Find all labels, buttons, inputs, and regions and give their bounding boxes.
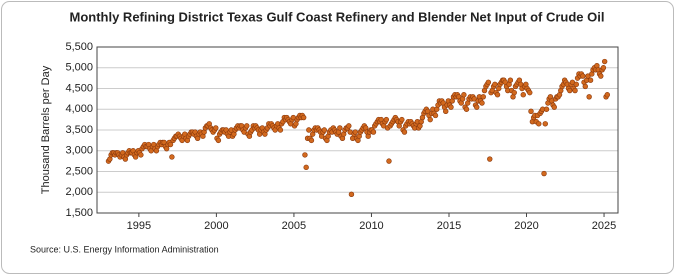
x-tick-label: 1995 bbox=[127, 220, 151, 232]
data-point bbox=[598, 73, 604, 79]
x-tick-label: 2025 bbox=[592, 220, 616, 232]
data-point bbox=[302, 152, 308, 158]
data-point bbox=[511, 89, 517, 96]
data-point bbox=[308, 137, 315, 144]
data-point bbox=[448, 104, 454, 110]
y-axis-label: Thousand Barrels per Day bbox=[40, 65, 52, 194]
x-tick-label: 2000 bbox=[204, 220, 228, 232]
y-tick-label: 3,000 bbox=[65, 145, 93, 157]
data-point bbox=[527, 89, 533, 96]
data-point bbox=[573, 81, 579, 88]
data-point bbox=[586, 94, 592, 100]
data-point bbox=[401, 129, 408, 135]
y-tick-label: 1,500 bbox=[65, 207, 93, 219]
data-point bbox=[551, 104, 557, 110]
data-point bbox=[167, 141, 174, 148]
data-point bbox=[303, 164, 309, 171]
data-point bbox=[213, 125, 219, 131]
data-point bbox=[461, 92, 467, 98]
data-point bbox=[543, 106, 550, 112]
data-point bbox=[580, 73, 586, 79]
data-point bbox=[479, 100, 485, 106]
data-point bbox=[348, 191, 355, 198]
data-point bbox=[572, 87, 578, 94]
data-point bbox=[600, 65, 607, 71]
data-point bbox=[352, 129, 359, 135]
x-tick-label: 2020 bbox=[514, 220, 538, 232]
data-point bbox=[443, 108, 449, 115]
data-point bbox=[300, 114, 307, 121]
data-point bbox=[520, 92, 526, 98]
x-tick-label: 2015 bbox=[437, 220, 461, 232]
data-point bbox=[138, 152, 144, 158]
data-point bbox=[463, 106, 470, 112]
data-point bbox=[337, 125, 343, 131]
y-tick-label: 3,500 bbox=[65, 124, 93, 136]
data-point bbox=[485, 79, 492, 85]
data-point bbox=[587, 77, 594, 83]
y-tick-label: 5,500 bbox=[65, 41, 93, 53]
data-point bbox=[542, 121, 548, 127]
data-point bbox=[604, 92, 611, 98]
data-point bbox=[601, 58, 608, 65]
data-point bbox=[494, 92, 501, 98]
y-tick-label: 2,000 bbox=[65, 186, 93, 198]
data-point bbox=[427, 116, 433, 123]
data-point bbox=[480, 94, 486, 100]
data-point bbox=[244, 123, 250, 129]
data-point bbox=[386, 158, 392, 164]
data-point bbox=[536, 121, 542, 127]
data-point bbox=[528, 108, 534, 115]
x-tick-label: 2010 bbox=[359, 220, 383, 232]
data-point bbox=[370, 129, 377, 135]
data-point bbox=[507, 77, 514, 83]
data-point bbox=[215, 137, 222, 144]
data-point bbox=[432, 112, 439, 119]
chart-title: Monthly Refining District Texas Gulf Coa… bbox=[70, 9, 605, 24]
y-tick-label: 2,500 bbox=[65, 165, 93, 177]
data-point bbox=[277, 127, 284, 133]
x-tick-label: 2005 bbox=[282, 220, 306, 232]
y-tick-label: 5,000 bbox=[65, 62, 93, 74]
y-tick-label: 4,000 bbox=[65, 103, 93, 115]
data-point bbox=[541, 170, 547, 177]
data-point bbox=[399, 116, 405, 123]
data-point bbox=[487, 156, 493, 162]
data-point bbox=[169, 154, 175, 160]
data-point bbox=[492, 81, 498, 88]
data-point bbox=[474, 104, 480, 110]
y-tick-label: 4,500 bbox=[65, 82, 93, 94]
plot-border bbox=[96, 46, 619, 214]
data-point bbox=[321, 127, 328, 133]
data-point bbox=[346, 123, 352, 129]
source-note: Source: U.S. Energy Information Administ… bbox=[30, 244, 219, 254]
data-point bbox=[582, 83, 588, 90]
data-point bbox=[306, 127, 312, 133]
data-point bbox=[383, 116, 390, 123]
